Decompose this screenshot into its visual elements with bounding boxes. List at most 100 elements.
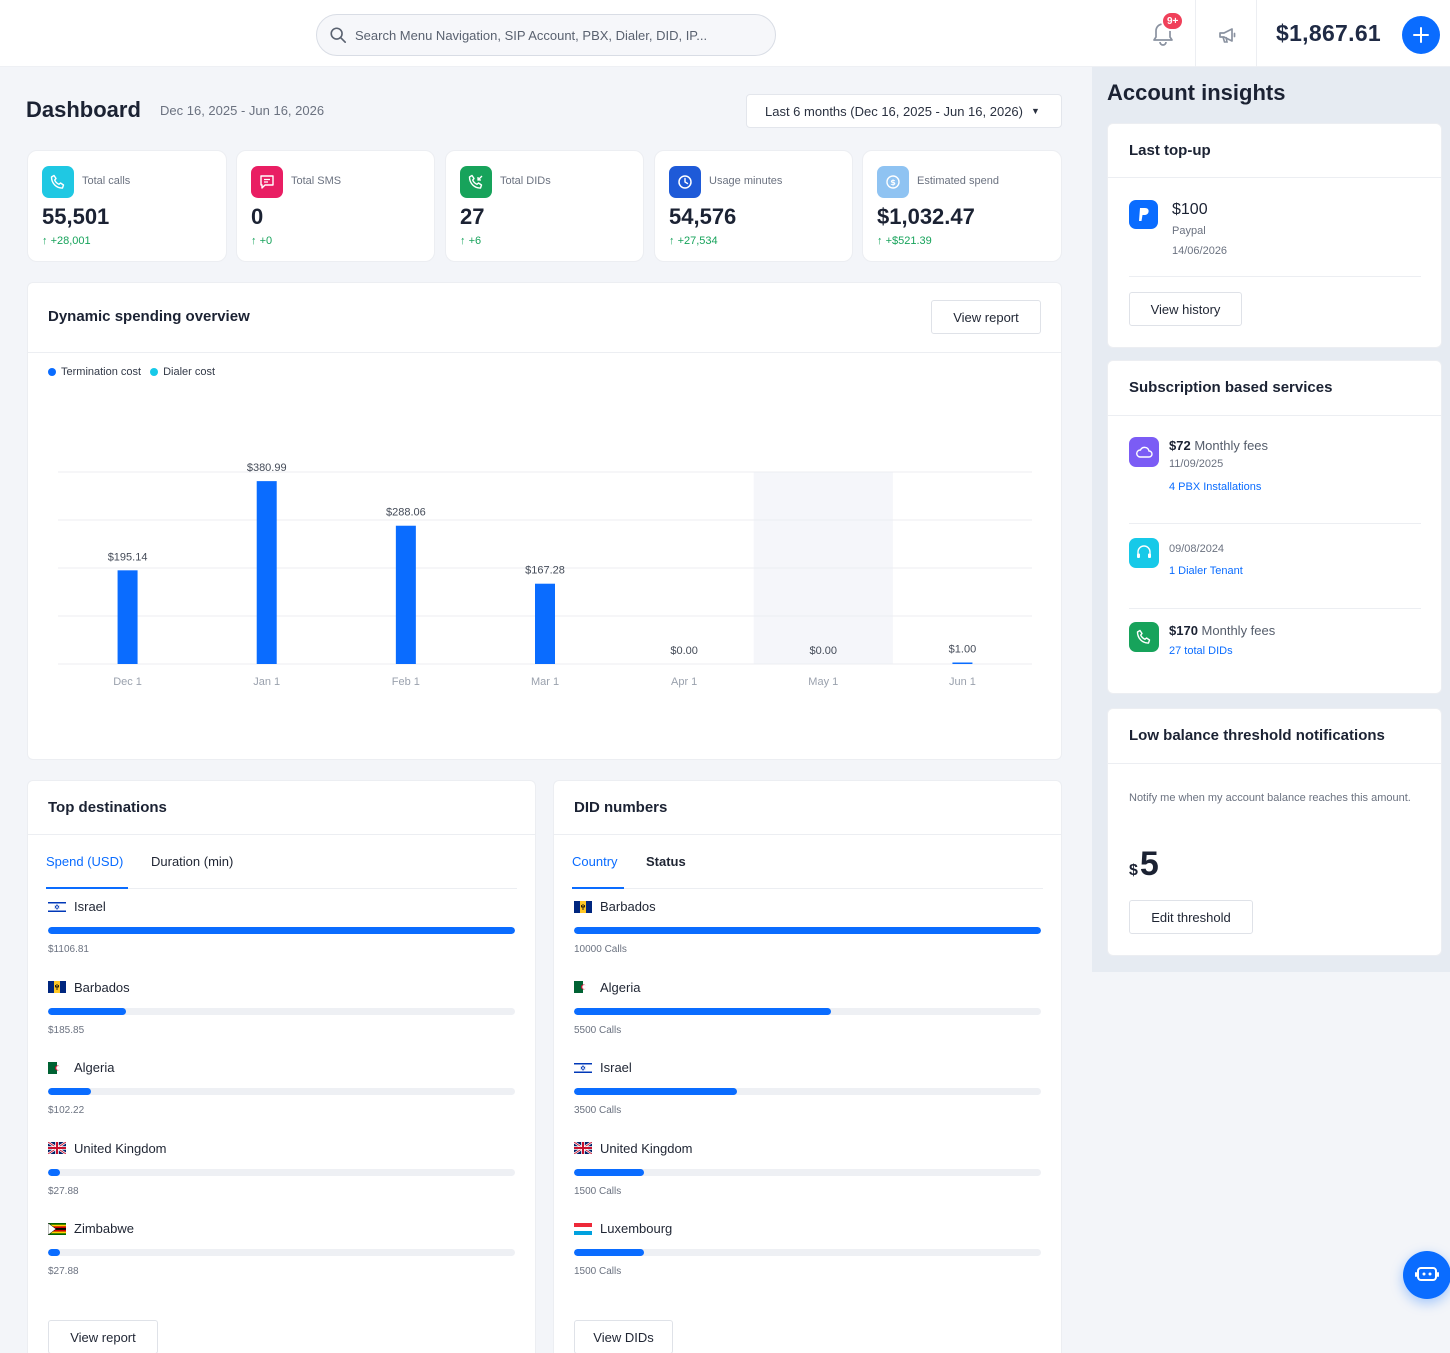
stat-card-total-dids: Total DIDs 27 ↑ +6 bbox=[445, 150, 644, 262]
topup-date: 14/06/2026 bbox=[1172, 245, 1228, 257]
view-destinations-report-button[interactable]: View report bbox=[48, 1320, 158, 1353]
top-destinations-card bbox=[27, 780, 536, 1353]
view-history-button[interactable]: View history bbox=[1129, 292, 1242, 326]
chart-bar bbox=[535, 583, 555, 664]
legend-item-termination[interactable]: Termination cost bbox=[48, 366, 141, 378]
chart-legend: Termination cost Dialer cost bbox=[48, 366, 224, 378]
page-title: Dashboard bbox=[26, 97, 141, 122]
search-input[interactable] bbox=[355, 27, 745, 43]
caret-down-icon: ▼ bbox=[1031, 106, 1040, 116]
date-range-select[interactable]: Last 6 months (Dec 16, 2025 - Jun 16, 20… bbox=[746, 94, 1062, 128]
arrow-up-icon: ↑ bbox=[877, 235, 883, 247]
list-item-value: 5500 Calls bbox=[574, 1024, 622, 1036]
list-item-value: $27.88 bbox=[48, 1266, 79, 1277]
subscription-date: 11/09/2025 bbox=[1169, 458, 1224, 470]
progress-track bbox=[48, 1007, 515, 1015]
tab-status[interactable]: Status bbox=[646, 854, 686, 869]
stat-value: $1,032.47 bbox=[877, 204, 975, 229]
legend-dot bbox=[150, 368, 159, 376]
account-balance[interactable]: $1,867.61 bbox=[1276, 20, 1382, 46]
progress-fill bbox=[48, 1007, 127, 1015]
divider bbox=[1195, 0, 1196, 67]
stat-value: 54,576 bbox=[669, 204, 737, 229]
legend-item-dialer[interactable]: Dialer cost bbox=[150, 366, 215, 378]
top-bar: 9+ $1,867.61 bbox=[0, 0, 1450, 67]
tab-duration[interactable]: Duration (min) bbox=[151, 854, 234, 869]
progress-track bbox=[574, 1088, 1041, 1095]
stat-value: 55,501 bbox=[42, 204, 110, 229]
paypal-icon bbox=[1129, 200, 1158, 229]
svg-text:$: $ bbox=[890, 178, 896, 187]
uk-flag-icon bbox=[47, 1141, 67, 1155]
stat-card-usage-minutes: Usage minutes 54,576 ↑ +27,534 bbox=[654, 150, 853, 262]
notification-badge: 9+ bbox=[1161, 11, 1185, 31]
country-name: Zimbabwe bbox=[74, 1221, 134, 1236]
chat-icon bbox=[1415, 1267, 1439, 1281]
divider bbox=[1108, 415, 1441, 416]
stat-card-total-calls: Total calls 55,501 ↑ +28,001 bbox=[27, 150, 227, 262]
country-name: Luxembourg bbox=[600, 1221, 673, 1236]
progress-track bbox=[48, 927, 515, 934]
list-item-name: Algeria bbox=[574, 980, 640, 995]
search-box[interactable] bbox=[316, 14, 776, 56]
algeria-flag-icon bbox=[48, 1061, 66, 1074]
list-item-value: 1500 Calls bbox=[574, 1266, 622, 1277]
progress-fill bbox=[48, 1249, 60, 1256]
list-item-value: $102.22 bbox=[48, 1105, 85, 1116]
support-chat-button[interactable] bbox=[1403, 1251, 1450, 1299]
israel-flag-icon bbox=[574, 1061, 592, 1074]
chart-tick-label: Mar 1 bbox=[531, 676, 559, 688]
country-name: United Kingdom bbox=[600, 1140, 693, 1156]
progress-fill bbox=[574, 1088, 738, 1095]
topup-method: Paypal bbox=[1172, 225, 1206, 237]
luxembourg-flag-icon bbox=[574, 1222, 592, 1235]
legend-dot bbox=[48, 368, 56, 376]
list-item-name: Barbados bbox=[574, 899, 656, 914]
chart-tick-label: Dec 1 bbox=[113, 676, 142, 688]
chart-data-label: $195.14 bbox=[108, 551, 148, 563]
message-icon bbox=[251, 166, 283, 198]
tab-spend[interactable]: Spend (USD) bbox=[46, 854, 124, 869]
threshold-title: Low balance threshold notifications bbox=[1129, 727, 1385, 744]
chart-data-label: $288.06 bbox=[386, 507, 426, 519]
last-topup-title: Last top-up bbox=[1129, 142, 1211, 159]
stat-label: Estimated spend bbox=[917, 175, 999, 187]
list-item-value: $27.88 bbox=[48, 1185, 79, 1197]
progress-track bbox=[48, 1168, 515, 1176]
stat-delta: ↑ +6 bbox=[460, 235, 481, 247]
uk-flag-icon bbox=[573, 1141, 593, 1155]
add-button[interactable] bbox=[1402, 16, 1440, 54]
announcements-button[interactable] bbox=[1213, 20, 1243, 50]
spending-overview-title: Dynamic spending overview bbox=[48, 308, 250, 325]
view-report-button[interactable]: View report bbox=[931, 300, 1041, 334]
edit-threshold-button[interactable]: Edit threshold bbox=[1129, 900, 1253, 934]
stat-card-estimated-spend: $ Estimated spend $1,032.47 ↑ +$521.39 bbox=[862, 150, 1062, 262]
stat-delta: ↑ +27,534 bbox=[669, 235, 718, 247]
tab-country[interactable]: Country bbox=[572, 854, 618, 869]
dollar-icon: $ bbox=[877, 166, 909, 198]
stat-delta-value: +$521.39 bbox=[885, 235, 932, 247]
divider bbox=[554, 834, 1061, 835]
pbx-installations-link[interactable]: 4 PBX Installations bbox=[1169, 481, 1262, 493]
progress-track bbox=[48, 1249, 515, 1256]
stat-delta-value: +0 bbox=[259, 235, 273, 247]
megaphone-icon bbox=[1219, 28, 1236, 43]
dialer-tenant-link[interactable]: 1 Dialer Tenant bbox=[1169, 565, 1243, 577]
chart-data-label: $167.28 bbox=[525, 565, 565, 577]
list-item-name: Zimbabwe bbox=[47, 1221, 134, 1236]
progress-fill bbox=[48, 927, 515, 934]
list-item-value: 3500 Calls bbox=[574, 1105, 622, 1116]
subscription-suffix: Monthly fees bbox=[1201, 623, 1276, 638]
stat-label: Total DIDs bbox=[500, 175, 551, 187]
chart-data-label: $1.00 bbox=[949, 644, 977, 656]
total-dids-link[interactable]: 27 total DIDs bbox=[1169, 645, 1233, 657]
chart-tick-label: May 1 bbox=[808, 676, 838, 688]
phone-icon bbox=[42, 166, 74, 198]
stat-delta: ↑ +28,001 bbox=[42, 235, 91, 247]
plus-icon bbox=[1413, 27, 1429, 43]
zimbabwe-flag-icon bbox=[47, 1222, 66, 1235]
view-dids-button[interactable]: View DIDs bbox=[574, 1320, 673, 1353]
divider bbox=[28, 834, 535, 835]
progress-track bbox=[574, 1168, 1041, 1176]
arrow-up-icon: ↑ bbox=[251, 235, 257, 247]
